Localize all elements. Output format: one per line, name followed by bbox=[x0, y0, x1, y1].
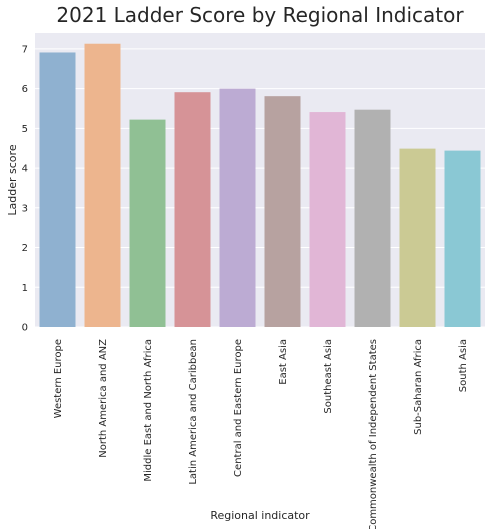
bar bbox=[129, 119, 166, 327]
x-tick-label: North America and ANZ bbox=[98, 339, 109, 458]
x-tick-label: Western Europe bbox=[53, 339, 64, 418]
bars bbox=[39, 43, 481, 328]
y-tick-label: 2 bbox=[22, 243, 28, 254]
bar bbox=[264, 96, 301, 327]
y-tick-labels: 0 1 2 3 4 5 6 7 bbox=[22, 44, 28, 333]
y-axis-label: Ladder score bbox=[6, 144, 19, 215]
bar bbox=[399, 148, 436, 327]
bar bbox=[309, 112, 346, 327]
bar bbox=[39, 52, 76, 328]
y-tick-label: 3 bbox=[22, 203, 28, 214]
y-tick-label: 1 bbox=[22, 283, 28, 294]
x-tick-label: Latin America and Caribbean bbox=[188, 339, 199, 485]
y-tick-label: 0 bbox=[22, 323, 28, 334]
x-tick-label: South Asia bbox=[458, 339, 469, 392]
bar bbox=[84, 43, 121, 328]
x-tick-label: Sub-Saharan Africa bbox=[413, 339, 424, 435]
x-tick-label: Middle East and North Africa bbox=[143, 339, 154, 482]
bar bbox=[444, 150, 481, 327]
bar bbox=[174, 92, 211, 327]
x-tick-labels: Western Europe North America and ANZ Middl… bbox=[53, 339, 469, 529]
y-tick-label: 7 bbox=[22, 44, 28, 55]
y-tick-label: 4 bbox=[22, 164, 28, 175]
x-tick-label: Southeast Asia bbox=[323, 339, 334, 414]
y-tick-label: 6 bbox=[22, 84, 28, 95]
x-tick-label: Central and Eastern Europe bbox=[233, 339, 244, 477]
x-tick-label: Commonwealth of Independent States bbox=[368, 339, 379, 529]
chart-title: 2021 Ladder Score by Regional Indicator bbox=[56, 3, 464, 27]
x-tick-label: East Asia bbox=[278, 339, 289, 385]
x-axis-label: Regional indicator bbox=[210, 509, 310, 522]
bar bbox=[219, 88, 256, 328]
y-tick-label: 5 bbox=[22, 124, 28, 135]
bar bbox=[354, 109, 391, 327]
